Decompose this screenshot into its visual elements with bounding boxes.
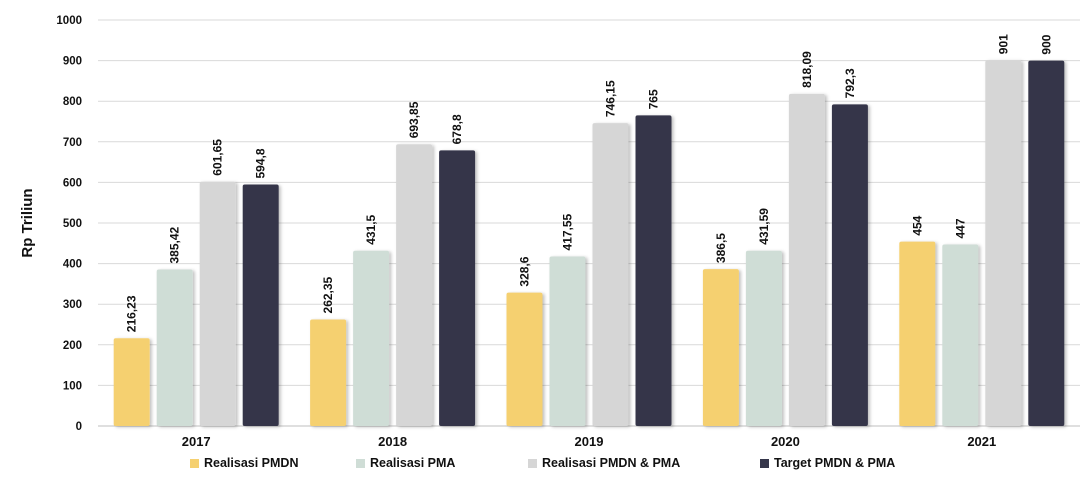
bars — [113, 60, 1065, 426]
y-tick-label: 800 — [63, 96, 82, 108]
bar — [199, 181, 236, 426]
legend-swatch — [356, 459, 365, 468]
data-label: 818,09 — [800, 51, 814, 88]
data-label: 693,85 — [407, 101, 421, 138]
data-label: 431,59 — [757, 208, 771, 245]
bar — [985, 60, 1022, 426]
data-label: 216,23 — [125, 295, 139, 332]
data-label: 792,3 — [843, 68, 857, 98]
bar — [156, 269, 193, 426]
y-tick-label: 500 — [63, 218, 82, 230]
data-label: 262,35 — [321, 276, 335, 313]
x-tick-label: 2021 — [967, 434, 996, 449]
legend: Realisasi PMDN Realisasi PMA Realisasi PMD… — [190, 456, 895, 470]
bar — [242, 184, 279, 426]
data-label: 431,5 — [364, 214, 378, 244]
data-label: 447 — [953, 218, 967, 238]
data-label: 385,42 — [168, 226, 182, 263]
data-label: 746,15 — [604, 80, 618, 117]
y-tick-label: 0 — [76, 421, 82, 433]
axes: 0 100 200 300 400 500 600 700 800 900 1000 Rp Trili… — [19, 15, 1080, 449]
bar — [702, 269, 739, 426]
bar — [942, 244, 979, 426]
bar — [1028, 60, 1065, 426]
bar — [549, 256, 586, 426]
bar — [745, 250, 782, 426]
y-tick-label: 100 — [63, 380, 82, 392]
bar — [353, 250, 390, 426]
bar — [506, 292, 543, 426]
x-tick-label: 2019 — [575, 434, 604, 449]
data-label: 454 — [910, 215, 924, 235]
data-label: 417,55 — [561, 213, 575, 250]
legend-swatch — [760, 459, 769, 468]
y-tick-label: 300 — [63, 299, 82, 311]
x-tick-label: 2020 — [771, 434, 800, 449]
y-tick-label: 200 — [63, 340, 82, 352]
data-labels: 216,23 385,42 601,65 594,8 262,35 431,5 693,85… — [125, 34, 1054, 332]
legend-label: Target PMDN & PMA — [774, 456, 895, 470]
y-tick-label: 1000 — [56, 15, 82, 27]
y-tick-label: 600 — [63, 177, 82, 189]
bar — [831, 104, 868, 426]
legend-label: Realisasi PMDN & PMA — [542, 456, 680, 470]
data-label: 765 — [647, 89, 661, 109]
bar — [788, 93, 825, 426]
bar — [439, 150, 476, 426]
data-label: 594,8 — [254, 148, 268, 178]
y-tick-label: 700 — [63, 137, 82, 149]
legend-label: Realisasi PMA — [370, 456, 455, 470]
x-tick-label: 2017 — [182, 434, 211, 449]
data-label: 678,8 — [450, 114, 464, 144]
bar — [899, 241, 936, 426]
legend-swatch — [190, 459, 199, 468]
legend-swatch — [528, 459, 537, 468]
y-tick-label: 400 — [63, 259, 82, 271]
bar — [113, 338, 150, 426]
data-label: 900 — [1039, 34, 1053, 54]
data-label: 328,6 — [518, 256, 532, 286]
y-axis-title: Rp Triliun — [19, 188, 36, 257]
y-tick-label: 900 — [63, 56, 82, 68]
x-tick-label: 2018 — [378, 434, 407, 449]
data-label: 386,5 — [714, 233, 728, 263]
bar — [310, 319, 347, 426]
bar — [592, 123, 629, 426]
data-label: 901 — [996, 34, 1010, 54]
data-label: 601,65 — [211, 139, 225, 176]
legend-label: Realisasi PMDN — [204, 456, 298, 470]
bar — [396, 144, 433, 426]
bar — [635, 115, 672, 426]
